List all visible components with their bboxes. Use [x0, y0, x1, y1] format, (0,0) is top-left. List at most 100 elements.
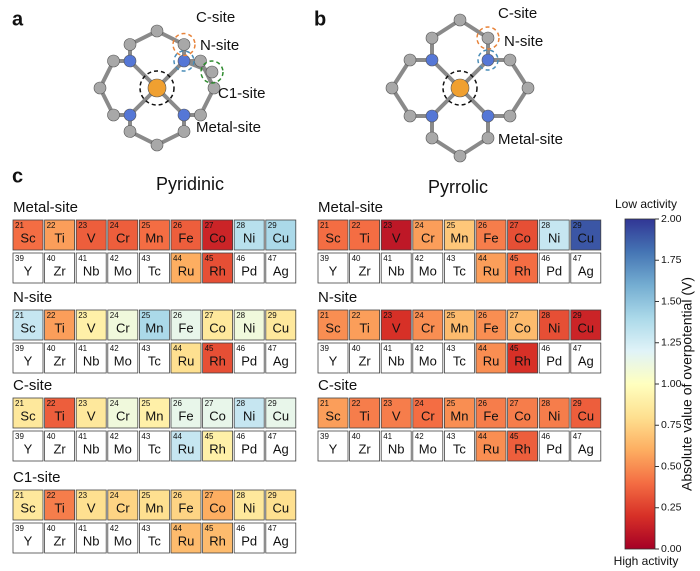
heat-cell — [507, 219, 539, 251]
empty-cell — [443, 430, 475, 462]
element-symbol: Co — [209, 408, 226, 423]
heat-cell — [202, 219, 234, 251]
heat-cell — [412, 397, 444, 429]
panel-title: C-site — [318, 377, 357, 394]
atomic-number: 47 — [573, 344, 582, 353]
element-symbol: Y — [329, 353, 338, 368]
empty-cell — [538, 252, 570, 284]
panel-title: C1-site — [13, 469, 61, 486]
atomic-number: 27 — [510, 311, 519, 320]
element-symbol: Mo — [114, 533, 132, 548]
atomic-number: 45 — [205, 254, 214, 263]
atom — [425, 131, 439, 145]
atomic-number: 43 — [446, 344, 455, 353]
panel-title: Metal-site — [13, 199, 78, 216]
element-symbol: Mn — [450, 230, 468, 245]
atom — [177, 38, 191, 51]
atomic-number: 41 — [78, 524, 87, 533]
element-symbol: Zr — [358, 263, 371, 278]
atomic-number: 44 — [478, 344, 487, 353]
atom — [403, 53, 417, 67]
element-symbol: Cu — [577, 320, 594, 335]
element-symbol: Fe — [178, 408, 193, 423]
element-symbol: Pd — [546, 353, 562, 368]
atomic-number: 43 — [446, 254, 455, 263]
atomic-number: 44 — [173, 254, 182, 263]
element-symbol: Ni — [243, 230, 255, 245]
heat-cell — [570, 397, 602, 429]
element-symbol: Fe — [483, 408, 498, 423]
atomic-number: 23 — [78, 221, 87, 230]
element-symbol: Cu — [272, 230, 289, 245]
heat-cell — [233, 219, 265, 251]
empty-cell — [233, 522, 265, 554]
element-symbol: Mn — [450, 408, 468, 423]
empty-cell — [233, 342, 265, 374]
atomic-number: 40 — [47, 524, 56, 533]
site-marker — [173, 50, 195, 72]
element-symbol: Ru — [178, 263, 195, 278]
element-symbol: Mo — [114, 441, 132, 456]
atomic-number: 47 — [268, 524, 277, 533]
atomic-number: 43 — [141, 254, 150, 263]
element-symbol: Rh — [514, 263, 531, 278]
element-symbol: Ru — [178, 533, 195, 548]
element-symbol: Mn — [450, 320, 468, 335]
atomic-number: 22 — [352, 311, 361, 320]
atom — [93, 81, 107, 95]
empty-cell — [44, 342, 75, 374]
element-symbol: Zr — [53, 263, 66, 278]
site-label: C1-site — [218, 85, 266, 102]
empty-cell — [317, 342, 349, 374]
empty-cell — [317, 252, 349, 284]
empty-cell — [412, 252, 444, 284]
site-label: C-site — [196, 9, 235, 26]
empty-cell — [412, 342, 444, 374]
element-symbol: Y — [24, 353, 33, 368]
atomic-number: 40 — [352, 254, 361, 263]
atom — [425, 53, 439, 67]
atom — [123, 38, 137, 51]
site-marker — [139, 70, 175, 106]
atomic-number: 41 — [383, 344, 392, 353]
heat-cell — [233, 309, 265, 341]
atomic-number: 26 — [478, 311, 487, 320]
atom — [205, 65, 219, 79]
atomic-number: 28 — [236, 221, 245, 230]
element-symbol: Zr — [53, 353, 66, 368]
element-symbol: Ru — [483, 263, 500, 278]
element-symbol: Y — [329, 441, 338, 456]
atom — [194, 108, 207, 122]
element-symbol: Ag — [273, 441, 289, 456]
element-symbol: Ni — [548, 408, 560, 423]
atomic-number: 39 — [15, 344, 24, 353]
empty-cell — [107, 522, 139, 554]
element-symbol: Pd — [241, 441, 257, 456]
site-label: Metal-site — [196, 119, 261, 136]
colorbar-tick-label: 1.75 — [661, 254, 682, 266]
site-label: C-site — [498, 5, 537, 22]
element-symbol: Rh — [209, 441, 226, 456]
atomic-number: 21 — [320, 311, 329, 320]
site-marker — [442, 70, 478, 106]
heat-cell — [12, 489, 44, 521]
empty-cell — [317, 430, 349, 462]
element-symbol: Ti — [54, 500, 64, 515]
heat-cell — [265, 309, 297, 341]
atomic-number: 23 — [383, 399, 392, 408]
element-symbol: Ag — [578, 353, 594, 368]
atomic-number: 28 — [541, 399, 550, 408]
colorbar-tick-label: 0.75 — [661, 419, 682, 431]
heat-cell — [475, 342, 507, 374]
atomic-number: 46 — [236, 432, 245, 441]
heat-cell — [380, 309, 412, 341]
heat-cell — [202, 489, 234, 521]
element-symbol: V — [392, 408, 401, 423]
element-symbol: Nb — [388, 263, 405, 278]
element-symbol: Fe — [483, 230, 498, 245]
element-symbol: Sc — [20, 320, 36, 335]
element-symbol: Sc — [325, 230, 341, 245]
heat-cell — [538, 309, 570, 341]
heat-cell — [380, 219, 412, 251]
element-symbol: Ti — [54, 320, 64, 335]
